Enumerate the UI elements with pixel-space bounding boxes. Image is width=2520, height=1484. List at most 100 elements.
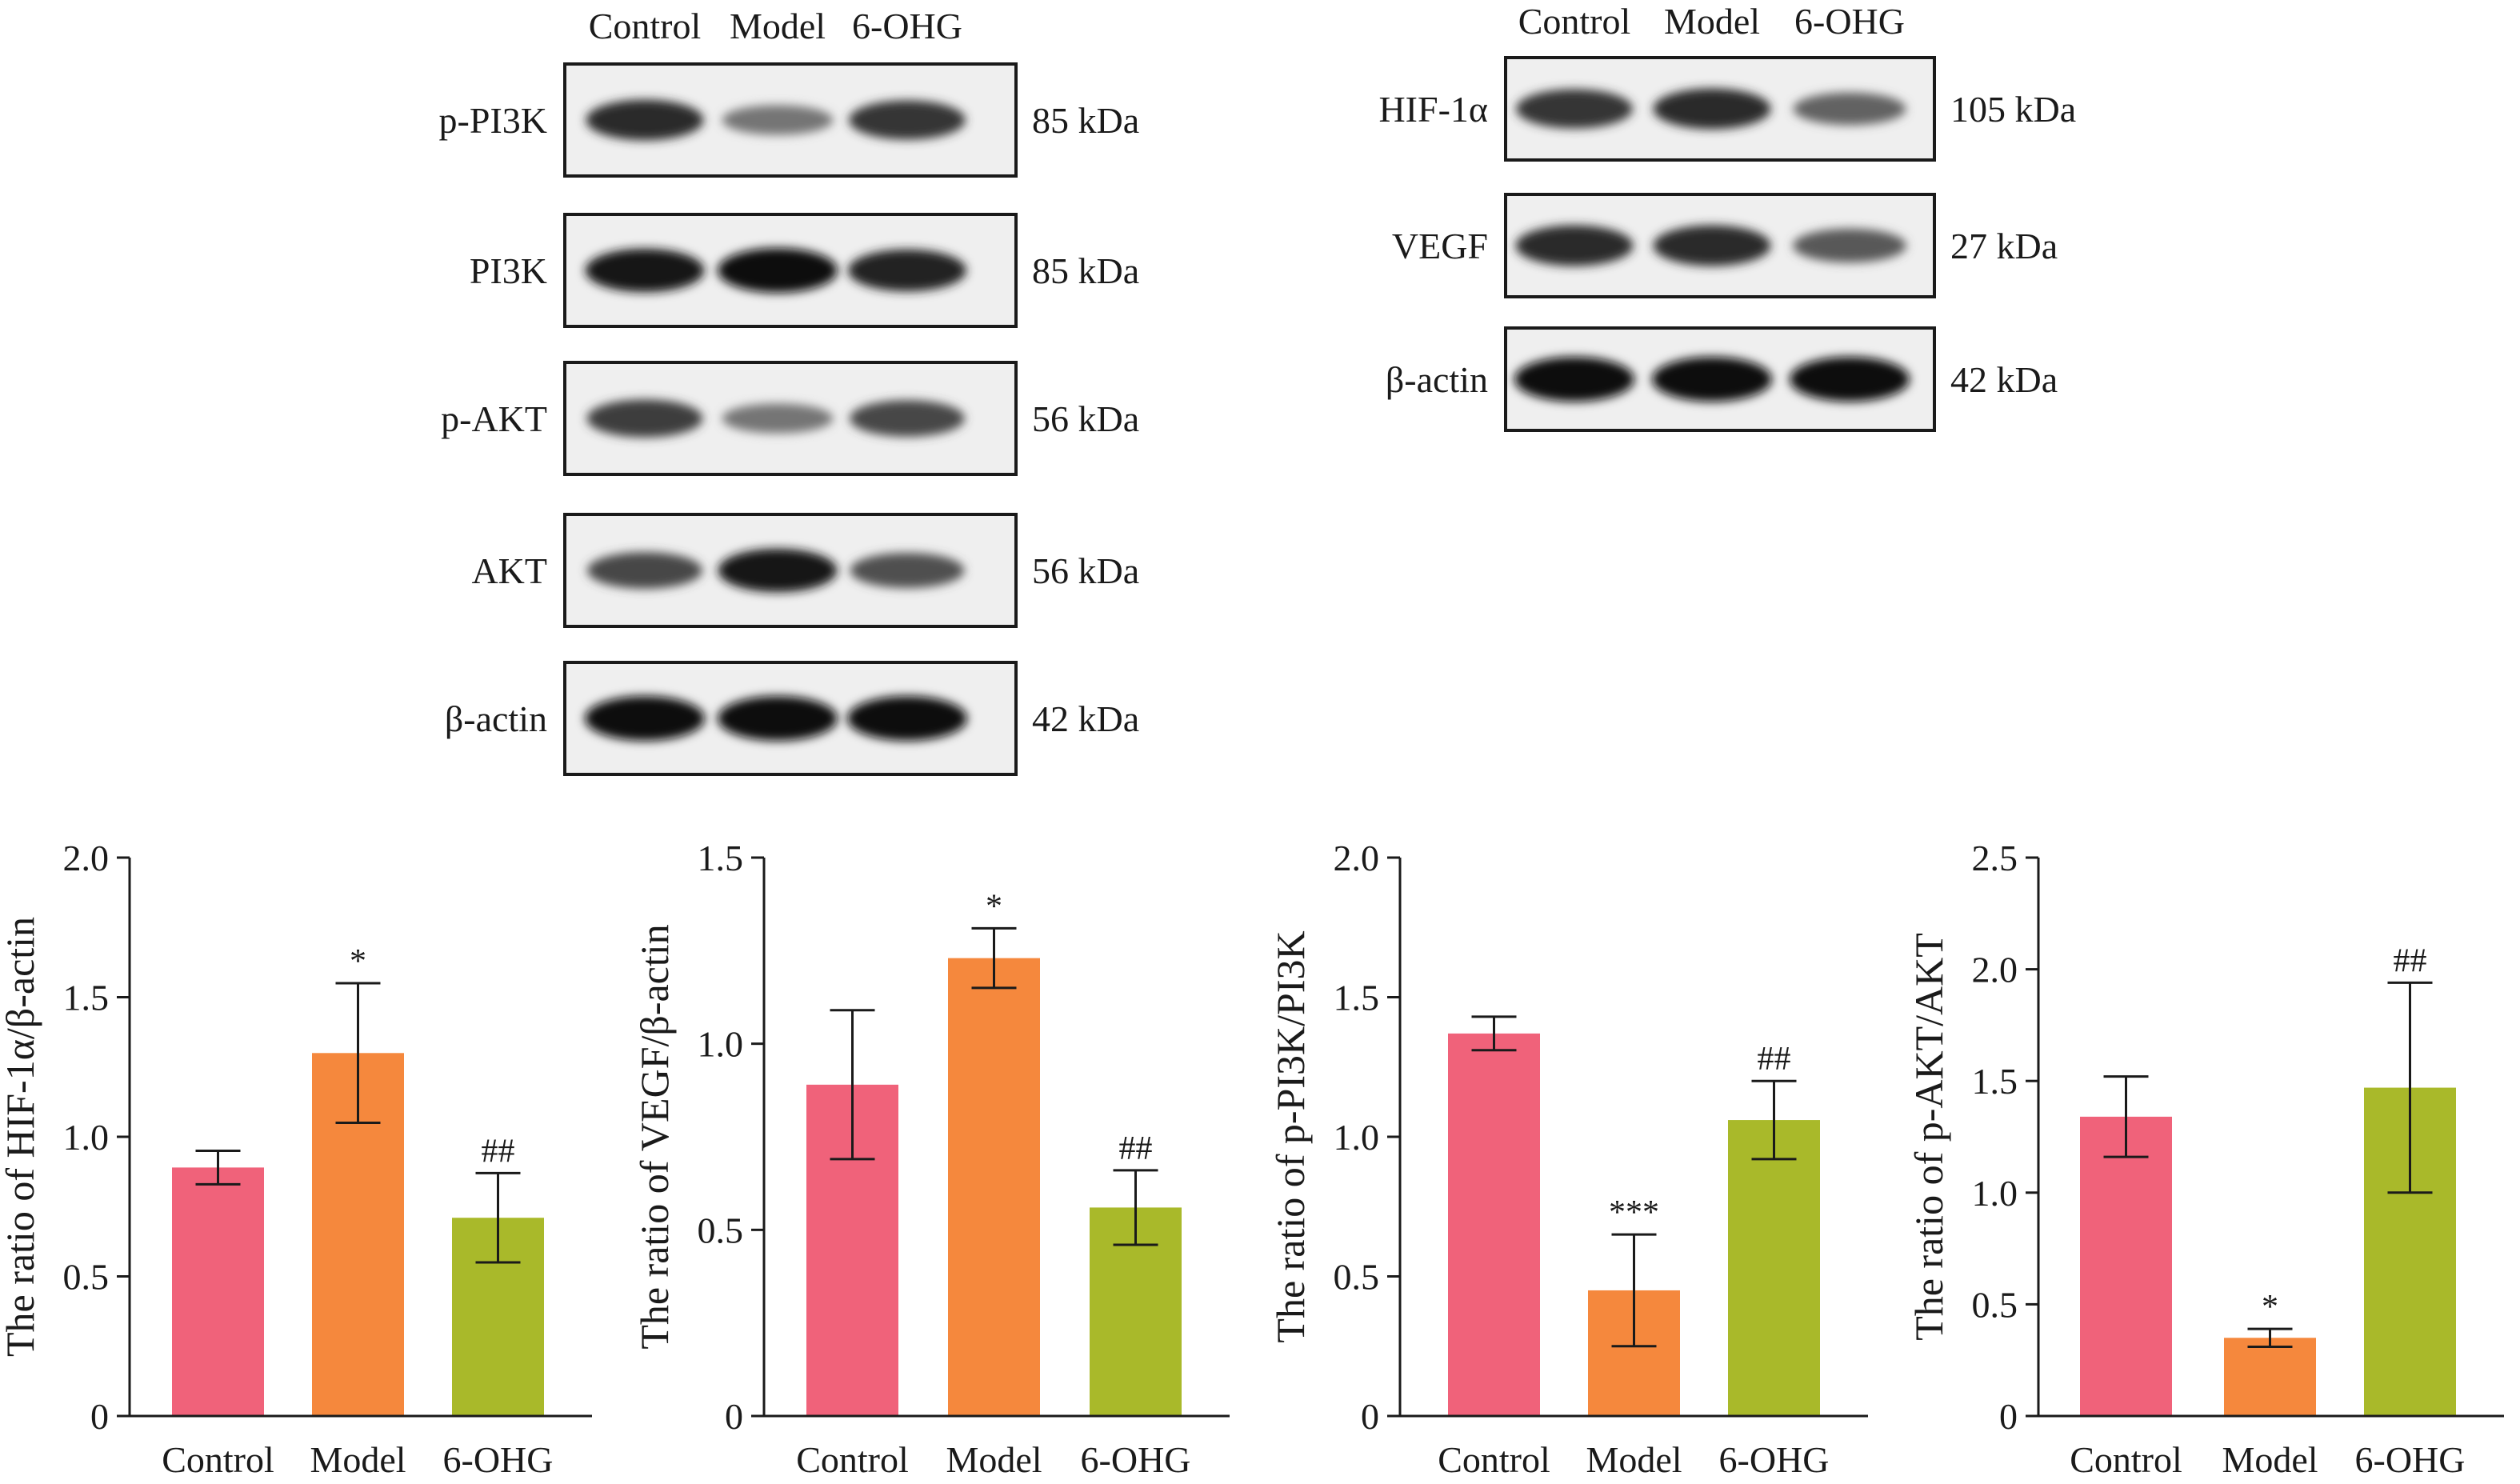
blot-protein-label: β-actin [445,698,547,739]
blot-protein-label: PI3K [470,250,547,291]
y-axis-label: The ratio of p-AKT/AKT [1906,933,1951,1341]
x-tick-label: Model [1586,1439,1682,1480]
blot-band [1793,92,1906,126]
y-tick-label: 1.5 [63,978,110,1018]
blot-protein-label: p-PI3K [439,100,547,141]
y-tick-label: 0.5 [63,1257,110,1298]
bar-control [1448,1033,1540,1416]
y-tick-label: 1.0 [1334,1117,1380,1158]
y-tick-label: 0.5 [1334,1257,1380,1298]
y-tick-label: 1.0 [1972,1173,2018,1214]
x-tick-label: 6-OHG [1719,1439,1830,1480]
blot-band [1653,225,1771,266]
blot-lane-label: Model [730,6,826,46]
y-tick-label: 1.5 [1334,978,1380,1018]
y-tick-label: 1.0 [63,1117,110,1158]
blot-band [1652,357,1772,402]
blot-row: β-actin 42 kDa [445,661,1139,776]
significance-mark: ## [1119,1130,1153,1167]
y-tick-label: 1.0 [698,1024,744,1065]
blot-lane-label: 6-OHG [852,6,962,46]
blot-band [587,552,702,589]
blot-row: p-PI3K 85 kDa [439,62,1139,178]
x-tick-label: Model [946,1439,1042,1480]
bar-chart-1: Control * Model ## 6-OHG 0 0.5 1.0 1.5 2.0 The rat… [0,838,592,1480]
blot-lane-label: Model [1664,1,1760,42]
y-tick-label: 2.0 [1972,950,2018,990]
blot-band [1515,225,1634,266]
blot-band [847,696,967,741]
bar-chart-4: Control * Model ## 6-OHG 0 0.5 1.0 1.5 2.0 2.5 The … [1906,838,2504,1480]
blot-band [850,400,965,437]
blot-band [1516,89,1633,129]
y-tick-label: 0 [725,1396,743,1437]
y-axis-label: The ratio of VEGF/β-actin [632,924,677,1349]
bar-chart-3: Control *** Model ## 6-OHG 0 0.5 1.0 1.5 2.0 The r… [1268,838,1868,1480]
x-tick-label: Model [2222,1439,2318,1480]
blot-protein-label: AKT [471,550,547,591]
y-axis-label: The ratio of HIF-1α/β-actin [0,917,42,1357]
blot-panel-2: Control Model 6-OHG HIF-1α 105 kDa VEGF 27 kDa… [1378,1,2076,432]
x-tick-label: Control [2070,1439,2182,1480]
blot-row: p-AKT 56 kDa [441,361,1139,476]
y-axis-label: The ratio of p-PI3K/PI3K [1268,930,1313,1342]
blot-band [585,696,705,741]
significance-mark: * [2262,1289,2278,1326]
blot-band [848,249,966,292]
blot-protein-label: p-AKT [441,398,547,439]
blot-band [718,548,838,593]
blot-row: PI3K 85 kDa [470,213,1139,328]
blot-lane-label: Control [1518,1,1631,42]
bar-control [2080,1116,2172,1416]
significance-mark: * [350,943,366,980]
blot-size-label: 42 kDa [1950,359,2058,400]
blot-band [1790,357,1910,402]
x-tick-label: Control [796,1439,909,1480]
blot-size-label: 27 kDa [1950,226,2058,266]
blot-row: β-actin 42 kDa [1386,326,2058,432]
significance-mark: ## [1758,1041,1791,1078]
y-tick-label: 0.5 [1972,1284,2018,1325]
y-tick-label: 1.5 [698,838,744,878]
y-tick-label: 0 [1999,1396,2018,1437]
x-tick-label: 6-OHG [2355,1439,2466,1480]
bar-model [948,958,1040,1416]
y-tick-label: 2.0 [63,838,110,878]
blot-band [850,552,965,589]
blot-band [586,399,703,438]
x-tick-label: Model [310,1439,406,1480]
bar-model [2224,1338,2316,1416]
bar-ohg [1728,1120,1820,1416]
y-tick-label: 0 [90,1396,109,1437]
blot-band [718,248,838,293]
x-tick-label: Control [1438,1439,1550,1480]
blot-row: HIF-1α 105 kDa [1378,56,2076,162]
y-tick-label: 0.5 [698,1210,744,1250]
blot-band [586,99,704,141]
blot-band [1653,88,1771,130]
blot-band [722,105,834,135]
blot-band [1514,357,1634,402]
significance-mark: * [986,888,1002,925]
y-tick-label: 2.0 [1334,838,1380,878]
y-tick-label: 0 [1361,1396,1379,1437]
blot-row: AKT 56 kDa [471,513,1139,628]
blot-lane-label: Control [589,6,702,46]
bar-charts: Control * Model ## 6-OHG 0 0.5 1.0 1.5 2.0 The rat… [0,838,2504,1480]
blot-band [718,696,838,741]
significance-mark: ## [482,1133,515,1170]
blot-row: VEGF 27 kDa [1392,193,2058,298]
x-tick-label: Control [162,1439,274,1480]
significance-mark: ## [2394,942,2427,979]
blot-size-label: 85 kDa [1032,250,1139,291]
y-tick-label: 1.5 [1972,1061,2018,1102]
blot-protein-label: β-actin [1386,359,1488,400]
blot-band [585,248,705,293]
blot-lane-label: 6-OHG [1794,1,1905,42]
blot-band [722,403,834,434]
blot-size-label: 85 kDa [1032,100,1139,141]
blot-size-label: 56 kDa [1032,398,1139,439]
bar-control [172,1167,264,1416]
